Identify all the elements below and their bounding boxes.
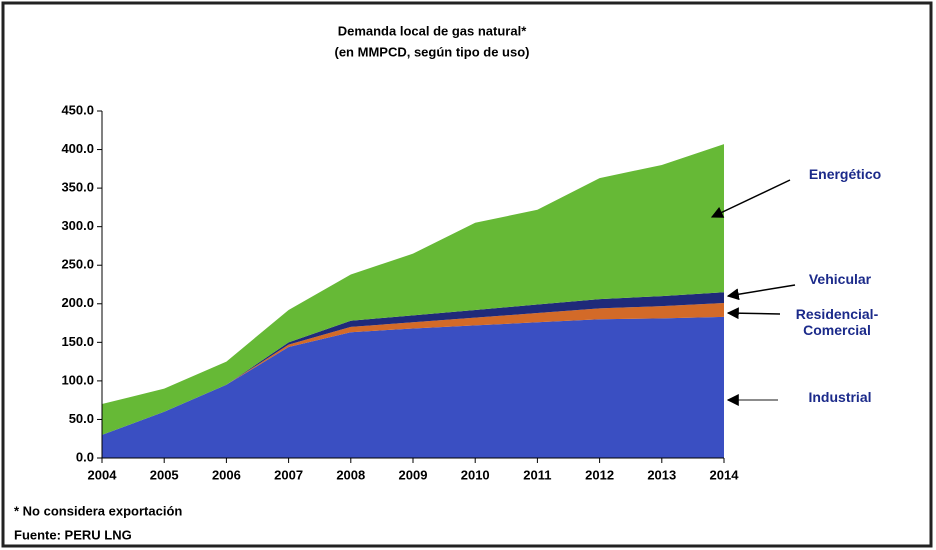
arrow (726, 284, 796, 301)
area (102, 292, 724, 435)
y-tick-label: 400.0 (61, 141, 94, 156)
series-label: Residencial-Comercial (795, 306, 879, 338)
area (102, 303, 724, 435)
x-tick-label: 2011 (523, 467, 551, 482)
y-tick-label: 0.0 (76, 449, 94, 464)
x-tick-label: 2012 (585, 467, 614, 482)
note: * No considera exportación (14, 503, 182, 518)
y-tick-label: 150.0 (61, 334, 94, 349)
x-tick-label: 2010 (461, 467, 490, 482)
x-tick-label: 2009 (399, 467, 428, 482)
series-label: Energético (808, 166, 882, 182)
x-tick-label: 2013 (647, 467, 676, 482)
x-tick-label: 2005 (150, 467, 179, 482)
series-label: Industrial (808, 389, 872, 405)
arrow (726, 307, 781, 320)
x-tick-label: 2008 (336, 467, 365, 482)
y-tick-label: 450.0 (61, 102, 94, 117)
series-label: Vehicular (808, 271, 872, 287)
x-tick-label: 2014 (710, 467, 740, 482)
x-tick-label: 2007 (274, 467, 303, 482)
y-tick-label: 250.0 (61, 257, 94, 272)
area (102, 316, 724, 458)
y-tick-label: 350.0 (61, 180, 94, 195)
y-tick-label: 300.0 (61, 218, 94, 233)
area (102, 144, 724, 435)
x-tick-label: 2004 (88, 467, 118, 482)
chart-title: Demanda local de gas natural* (338, 23, 528, 38)
x-tick-label: 2006 (212, 467, 241, 482)
arrow (710, 179, 791, 218)
note: Fuente: PERU LNG (14, 527, 132, 542)
y-tick-label: 50.0 (69, 411, 94, 426)
y-tick-label: 200.0 (61, 295, 94, 310)
annotation-arrows (710, 179, 796, 406)
y-tick-label: 100.0 (61, 372, 94, 387)
chart-subtitle: (en MMPCD, según tipo de uso) (335, 44, 530, 59)
